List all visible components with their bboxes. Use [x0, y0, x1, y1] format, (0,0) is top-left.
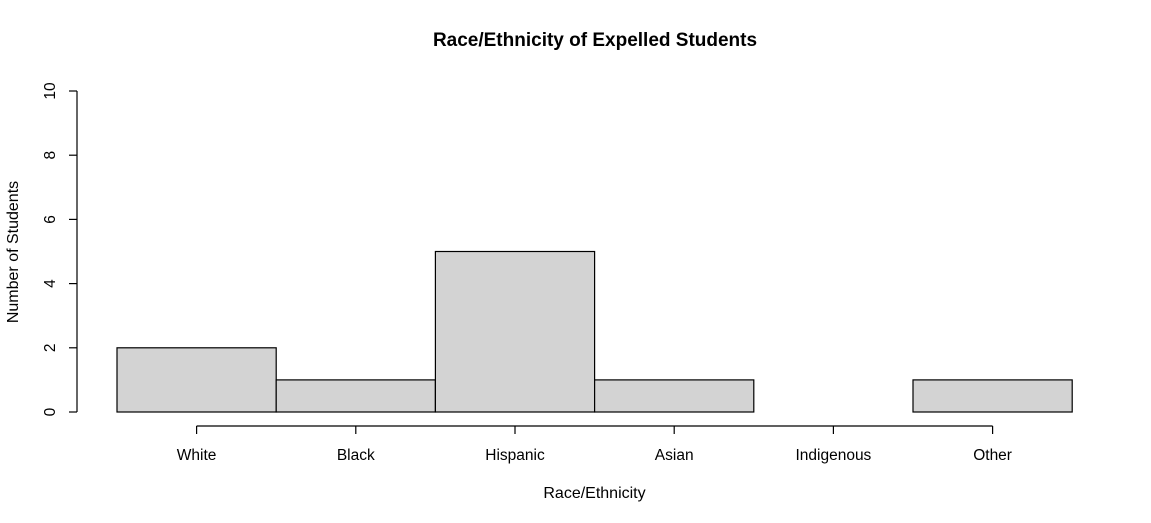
x-tick-label-other: Other [973, 447, 1012, 464]
y-tick-label: 6 [42, 215, 59, 224]
y-axis: 0 2 4 6 8 10 [42, 82, 78, 416]
bars [116, 250, 1073, 413]
x-tick-label-asian: Asian [655, 447, 694, 464]
x-axis-label: Race/Ethnicity [543, 485, 645, 502]
bar-hispanic [434, 250, 596, 413]
y-tick-label: 4 [42, 279, 59, 288]
y-tick-label: 0 [42, 407, 59, 416]
bar-other [912, 379, 1073, 413]
x-tick-label-hispanic: Hispanic [485, 447, 545, 464]
x-axis: White Black Hispanic Asian Indigenous Other [177, 425, 1012, 464]
y-axis-label: Number of Students [5, 181, 22, 323]
x-tick-label-black: Black [337, 447, 375, 464]
y-tick-label: 2 [42, 343, 59, 352]
y-tick-label: 8 [42, 151, 59, 160]
bar-white [116, 347, 277, 413]
x-tick-label-white: White [177, 447, 217, 464]
y-tick-label: 10 [42, 82, 59, 100]
bar-asian [593, 379, 755, 413]
chart-title: Race/Ethnicity of Expelled Students [433, 30, 757, 51]
bar-black [275, 379, 437, 413]
x-tick-label-indigenous: Indigenous [795, 447, 871, 464]
